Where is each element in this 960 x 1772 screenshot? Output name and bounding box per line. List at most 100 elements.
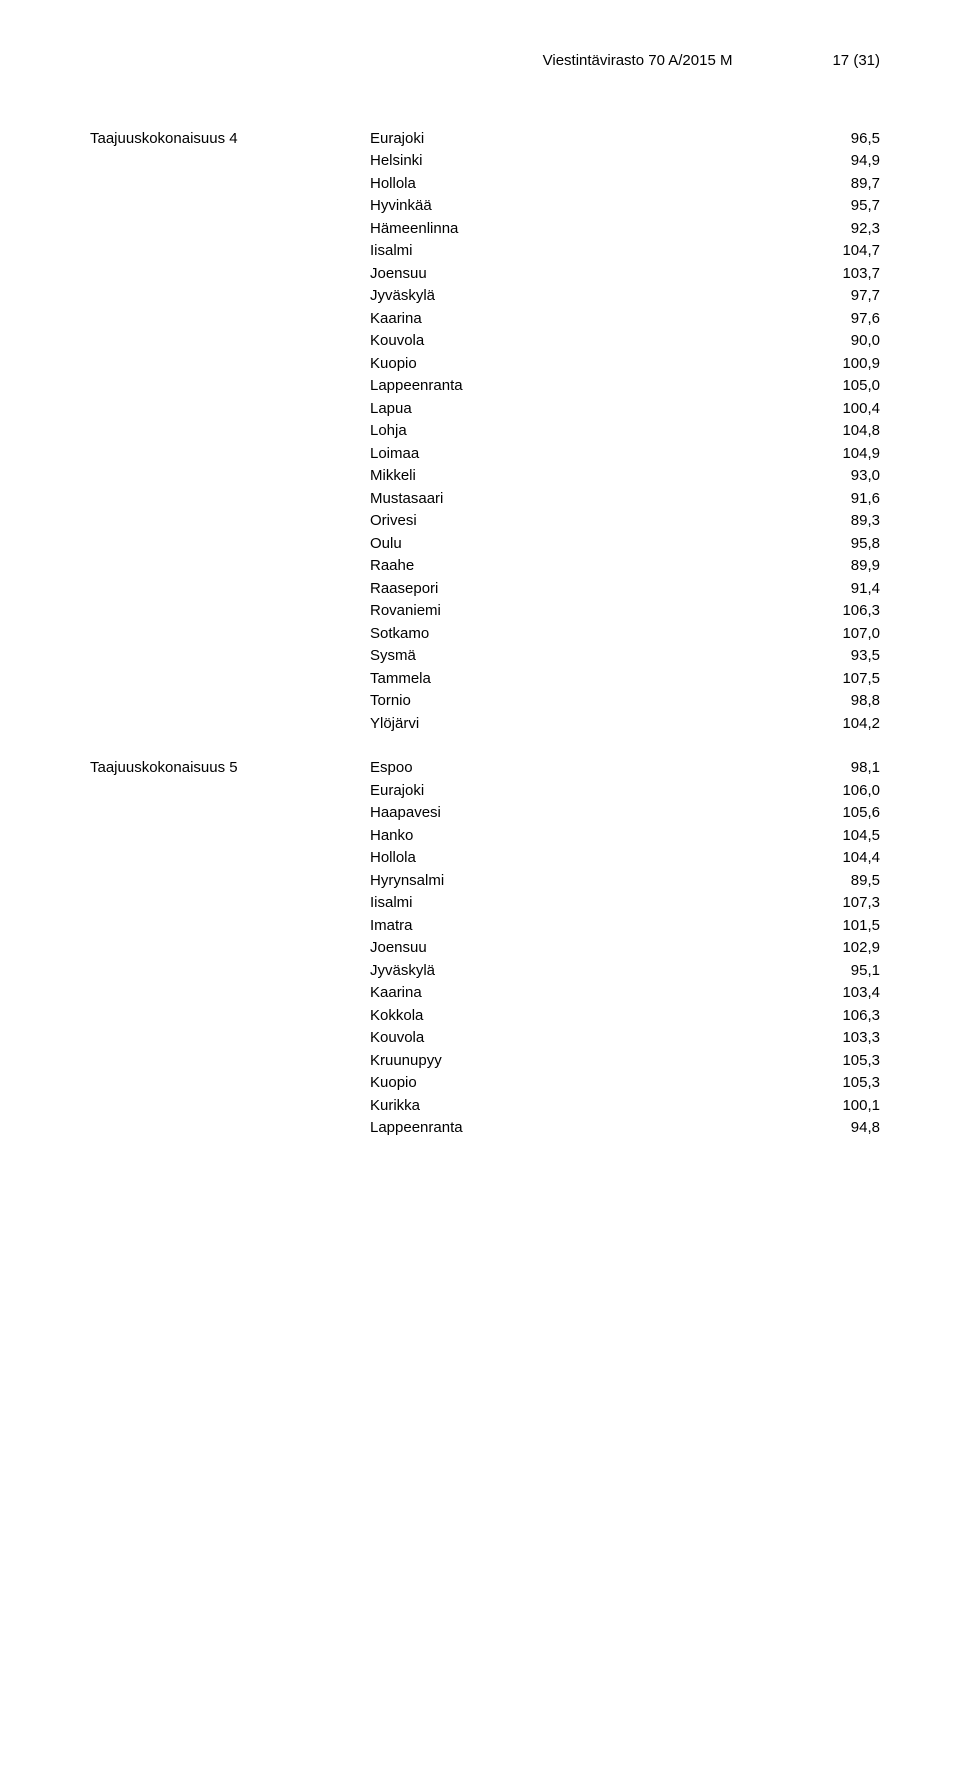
table-row: Raasepori91,4 bbox=[370, 578, 880, 601]
value-cell: 97,6 bbox=[676, 308, 880, 331]
group-table-wrap: Espoo98,1Eurajoki106,0Haapavesi105,6Hank… bbox=[370, 757, 880, 1140]
city-cell: Imatra bbox=[370, 915, 676, 938]
city-cell: Rovaniemi bbox=[370, 600, 676, 623]
city-cell: Kuopio bbox=[370, 353, 676, 376]
city-cell: Iisalmi bbox=[370, 892, 676, 915]
value-cell: 91,4 bbox=[676, 578, 880, 601]
city-cell: Haapavesi bbox=[370, 802, 676, 825]
value-cell: 107,0 bbox=[676, 623, 880, 646]
group-table-wrap: Eurajoki96,5Helsinki94,9Hollola89,7Hyvin… bbox=[370, 128, 880, 736]
frequency-table: Espoo98,1Eurajoki106,0Haapavesi105,6Hank… bbox=[370, 757, 880, 1140]
value-cell: 100,1 bbox=[676, 1095, 880, 1118]
table-row: Hollola104,4 bbox=[370, 847, 880, 870]
value-cell: 104,4 bbox=[676, 847, 880, 870]
value-cell: 89,5 bbox=[676, 870, 880, 893]
value-cell: 103,7 bbox=[676, 263, 880, 286]
city-cell: Helsinki bbox=[370, 150, 676, 173]
value-cell: 93,0 bbox=[676, 465, 880, 488]
table-row: Kuopio105,3 bbox=[370, 1072, 880, 1095]
value-cell: 107,3 bbox=[676, 892, 880, 915]
value-cell: 105,3 bbox=[676, 1072, 880, 1095]
table-row: Eurajoki96,5 bbox=[370, 128, 880, 151]
document-id: Viestintävirasto 70 A/2015 M bbox=[543, 50, 733, 73]
table-row: Lappeenranta94,8 bbox=[370, 1117, 880, 1140]
table-row: Haapavesi105,6 bbox=[370, 802, 880, 825]
table-row: Sysmä93,5 bbox=[370, 645, 880, 668]
table-row: Joensuu103,7 bbox=[370, 263, 880, 286]
value-cell: 102,9 bbox=[676, 937, 880, 960]
table-row: Tornio98,8 bbox=[370, 690, 880, 713]
value-cell: 104,8 bbox=[676, 420, 880, 443]
frequency-group: Taajuuskokonaisuus 4Eurajoki96,5Helsinki… bbox=[90, 128, 880, 736]
city-cell: Tornio bbox=[370, 690, 676, 713]
city-cell: Lappeenranta bbox=[370, 375, 676, 398]
frequency-table: Eurajoki96,5Helsinki94,9Hollola89,7Hyvin… bbox=[370, 128, 880, 736]
table-row: Loimaa104,9 bbox=[370, 443, 880, 466]
frequency-groups-container: Taajuuskokonaisuus 4Eurajoki96,5Helsinki… bbox=[90, 128, 880, 1140]
value-cell: 94,9 bbox=[676, 150, 880, 173]
city-cell: Raasepori bbox=[370, 578, 676, 601]
city-cell: Eurajoki bbox=[370, 128, 676, 151]
table-row: Kouvola90,0 bbox=[370, 330, 880, 353]
table-row: Tammela107,5 bbox=[370, 668, 880, 691]
city-cell: Kruunupyy bbox=[370, 1050, 676, 1073]
value-cell: 98,8 bbox=[676, 690, 880, 713]
city-cell: Ylöjärvi bbox=[370, 713, 676, 736]
city-cell: Kokkola bbox=[370, 1005, 676, 1028]
value-cell: 105,0 bbox=[676, 375, 880, 398]
page-header: Viestintävirasto 70 A/2015 M 17 (31) bbox=[90, 50, 880, 73]
value-cell: 107,5 bbox=[676, 668, 880, 691]
table-row: Rovaniemi106,3 bbox=[370, 600, 880, 623]
value-cell: 97,7 bbox=[676, 285, 880, 308]
table-row: Iisalmi104,7 bbox=[370, 240, 880, 263]
city-cell: Hyrynsalmi bbox=[370, 870, 676, 893]
table-row: Joensuu102,9 bbox=[370, 937, 880, 960]
city-cell: Joensuu bbox=[370, 263, 676, 286]
city-cell: Hollola bbox=[370, 847, 676, 870]
value-cell: 100,9 bbox=[676, 353, 880, 376]
city-cell: Lapua bbox=[370, 398, 676, 421]
value-cell: 94,8 bbox=[676, 1117, 880, 1140]
city-cell: Hämeenlinna bbox=[370, 218, 676, 241]
table-row: Kaarina103,4 bbox=[370, 982, 880, 1005]
city-cell: Espoo bbox=[370, 757, 676, 780]
city-cell: Eurajoki bbox=[370, 780, 676, 803]
table-row: Kokkola106,3 bbox=[370, 1005, 880, 1028]
city-cell: Tammela bbox=[370, 668, 676, 691]
value-cell: 95,8 bbox=[676, 533, 880, 556]
table-row: Mikkeli93,0 bbox=[370, 465, 880, 488]
city-cell: Kouvola bbox=[370, 1027, 676, 1050]
table-row: Sotkamo107,0 bbox=[370, 623, 880, 646]
city-cell: Mikkeli bbox=[370, 465, 676, 488]
value-cell: 100,4 bbox=[676, 398, 880, 421]
city-cell: Oulu bbox=[370, 533, 676, 556]
city-cell: Kurikka bbox=[370, 1095, 676, 1118]
table-row: Hyvinkää95,7 bbox=[370, 195, 880, 218]
value-cell: 106,3 bbox=[676, 1005, 880, 1028]
table-row: Oulu95,8 bbox=[370, 533, 880, 556]
table-row: Kurikka100,1 bbox=[370, 1095, 880, 1118]
city-cell: Hanko bbox=[370, 825, 676, 848]
value-cell: 89,7 bbox=[676, 173, 880, 196]
table-row: Lappeenranta105,0 bbox=[370, 375, 880, 398]
group-label: Taajuuskokonaisuus 5 bbox=[90, 757, 370, 780]
value-cell: 98,1 bbox=[676, 757, 880, 780]
value-cell: 106,3 bbox=[676, 600, 880, 623]
value-cell: 105,3 bbox=[676, 1050, 880, 1073]
table-row: Mustasaari91,6 bbox=[370, 488, 880, 511]
city-cell: Lappeenranta bbox=[370, 1117, 676, 1140]
table-row: Orivesi89,3 bbox=[370, 510, 880, 533]
city-cell: Kaarina bbox=[370, 308, 676, 331]
value-cell: 104,2 bbox=[676, 713, 880, 736]
city-cell: Joensuu bbox=[370, 937, 676, 960]
page-number: 17 (31) bbox=[832, 50, 880, 73]
value-cell: 89,3 bbox=[676, 510, 880, 533]
value-cell: 103,4 bbox=[676, 982, 880, 1005]
table-row: Espoo98,1 bbox=[370, 757, 880, 780]
table-row: Imatra101,5 bbox=[370, 915, 880, 938]
table-row: Hanko104,5 bbox=[370, 825, 880, 848]
table-row: Helsinki94,9 bbox=[370, 150, 880, 173]
table-row: Raahe89,9 bbox=[370, 555, 880, 578]
value-cell: 92,3 bbox=[676, 218, 880, 241]
city-cell: Hyvinkää bbox=[370, 195, 676, 218]
